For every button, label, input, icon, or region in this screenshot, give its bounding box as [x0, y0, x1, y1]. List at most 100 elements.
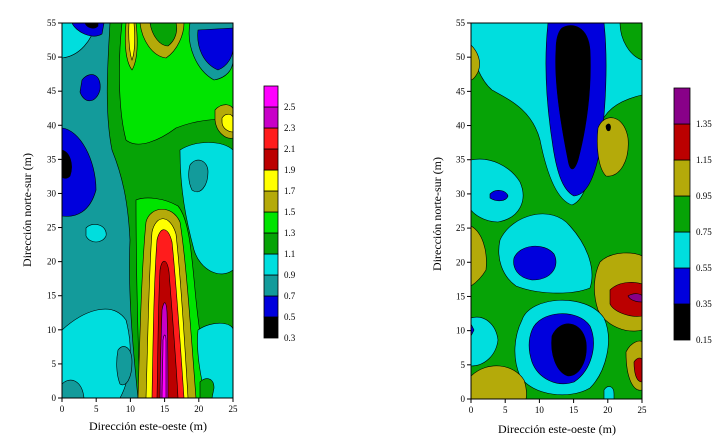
y-tick-label: 10 [456, 326, 466, 336]
y-tick-label: 20 [47, 257, 57, 267]
x-tick-label: 5 [94, 404, 99, 414]
contour-band [555, 25, 591, 170]
x-tick-label: 15 [569, 405, 579, 415]
colorbar-swatch [673, 159, 691, 197]
x-tick-label: 0 [469, 405, 474, 415]
y-tick-label: 55 [47, 18, 57, 28]
contour-band [85, 224, 107, 243]
colorbar-swatch [263, 148, 279, 171]
contour-band [79, 74, 101, 102]
y-axis-label: Dirección norte-sur (m) [20, 153, 34, 267]
contour-band [128, 23, 135, 61]
contour-band [62, 308, 131, 398]
colorbar-label: 2.5 [284, 102, 296, 112]
contour-band [221, 113, 233, 133]
y-tick-label: 35 [456, 155, 466, 165]
y-tick-label: 45 [456, 86, 466, 96]
contour-band [471, 316, 499, 367]
colorbar-label: 0.5 [284, 312, 296, 322]
axes-left: 0 5 10 15 20 25 0 5 10 15 20 25 30 35 40 45 50 55 [47, 18, 238, 414]
colorbar-label: 1.7 [284, 186, 296, 196]
y-tick-label: 5 [52, 359, 57, 369]
colorbar-right: 0.15 0.35 0.55 0.75 0.95 1.15 1.35 [673, 87, 712, 345]
y-tick-label: 50 [47, 52, 57, 62]
y-tick-label: 35 [47, 154, 57, 164]
colorbar-swatch [263, 106, 279, 129]
colorbar-label: 2.1 [284, 144, 295, 154]
y-tick-label: 15 [456, 291, 466, 301]
contour-band [605, 123, 611, 132]
contour-band [633, 357, 642, 383]
contour-band [116, 346, 133, 386]
contour-chart-right: 0 5 10 15 20 25 0 5 10 15 20 25 30 35 40 45 50 55 Direcci… [430, 18, 712, 436]
colorbar-label: 0.55 [696, 263, 712, 273]
contour-band [627, 293, 642, 303]
colorbar-swatch [673, 267, 691, 305]
contour-field-right [471, 23, 642, 399]
colorbar-label: 2.3 [284, 123, 296, 133]
y-tick-label: 25 [47, 223, 57, 233]
colorbar-swatch [673, 87, 691, 125]
colorbar-swatch [263, 274, 279, 297]
x-tick-label: 0 [60, 404, 65, 414]
plot-frame [470, 22, 643, 400]
colorbar-swatch [263, 253, 279, 276]
x-tick-label: 25 [638, 405, 648, 415]
colorbar-label: 1.5 [284, 207, 296, 217]
axes-right: 0 5 10 15 20 25 0 5 10 15 20 25 30 35 40 45 50 55 [456, 18, 647, 415]
contour-band [471, 323, 475, 337]
y-tick-label: 55 [456, 18, 466, 28]
contour-band [161, 334, 167, 398]
colorbar-label: 1.35 [696, 119, 712, 129]
colorbar-label: 0.35 [696, 299, 712, 309]
y-axis-label: Dirección norte-sur (m) [430, 157, 444, 271]
x-tick-label: 10 [535, 405, 545, 415]
y-tick-label: 10 [47, 325, 57, 335]
y-tick-label: 30 [456, 189, 466, 199]
y-tick-label: 20 [456, 257, 466, 267]
contour-band [199, 378, 215, 398]
x-tick-label: 15 [160, 404, 170, 414]
y-tick-label: 45 [47, 86, 57, 96]
x-tick-label: 25 [229, 404, 239, 414]
x-tick-label: 20 [194, 404, 204, 414]
colorbar-label: 0.75 [696, 227, 712, 237]
x-axis-label: Dirección este-oeste (m) [498, 422, 616, 436]
y-tick-label: 15 [47, 291, 57, 301]
y-tick-label: 25 [456, 223, 466, 233]
contour-band [551, 323, 587, 377]
contour-band [62, 379, 85, 398]
colorbar-label: 0.7 [284, 291, 296, 301]
x-tick-label: 5 [503, 405, 508, 415]
x-axis-label: Dirección este-oeste (m) [89, 419, 207, 433]
colorbar-swatch [263, 316, 279, 339]
y-tick-label: 30 [47, 188, 57, 198]
colorbar-label: 1.1 [284, 249, 295, 259]
contour-band [489, 190, 509, 202]
colorbar-label: 0.9 [284, 270, 296, 280]
colorbar-left: 0.3 0.5 0.7 0.9 1.1 1.3 1.5 1.7 1.9 2.1 2.3 2.5 [263, 85, 296, 343]
y-tick-label: 0 [52, 393, 57, 403]
colorbar-swatch [263, 232, 279, 255]
colorbar-label: 0.15 [696, 335, 712, 345]
contour-band [84, 23, 99, 29]
contour-band [471, 225, 487, 287]
colorbar-swatch [673, 123, 691, 161]
colorbar-swatch [673, 195, 691, 233]
contour-band [513, 245, 557, 281]
colorbar-label: 0.3 [284, 333, 296, 343]
colorbar-swatch [263, 169, 279, 192]
plot-frame [61, 22, 234, 399]
colorbar-label: 1.9 [284, 165, 296, 175]
colorbar-swatch [263, 127, 279, 150]
colorbar-swatch [263, 85, 279, 108]
colorbar-label: 0.95 [696, 191, 712, 201]
y-tick-label: 0 [461, 394, 466, 404]
contour-band [619, 23, 642, 61]
x-tick-label: 10 [126, 404, 136, 414]
contour-band [609, 282, 642, 317]
colorbar-label: 1.3 [284, 228, 296, 238]
contour-field-left [62, 23, 233, 398]
colorbar-swatch [263, 190, 279, 213]
